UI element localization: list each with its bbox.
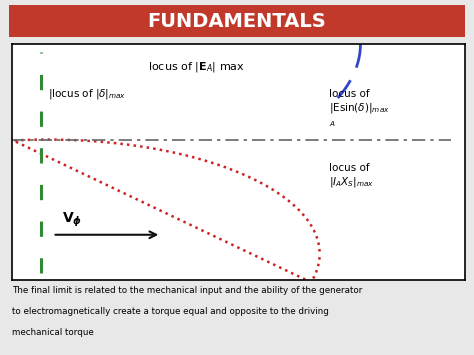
Text: locus of
$|\mathrm{Esin}(\delta)|_{max}$
$_A$: locus of $|\mathrm{Esin}(\delta)|_{max}$…: [328, 89, 390, 129]
Text: The final limit is related to the mechanical input and the ability of the genera: The final limit is related to the mechan…: [12, 286, 362, 295]
Text: locus of
$|I_A X_S|_{max}$: locus of $|I_A X_S|_{max}$: [328, 163, 374, 189]
Text: FUNDAMENTALS: FUNDAMENTALS: [147, 12, 327, 31]
Text: $\mathbf{V}_{\boldsymbol{\phi}}$: $\mathbf{V}_{\boldsymbol{\phi}}$: [62, 210, 82, 229]
Text: locus of $|\mathbf{E}_A|$ max: locus of $|\mathbf{E}_A|$ max: [147, 60, 245, 74]
Text: mechanical torque: mechanical torque: [12, 328, 93, 337]
Text: $|$locus of $|\delta|_{max}$: $|$locus of $|\delta|_{max}$: [48, 87, 127, 101]
Text: to electromagnetically create a torque equal and opposite to the driving: to electromagnetically create a torque e…: [12, 307, 329, 316]
